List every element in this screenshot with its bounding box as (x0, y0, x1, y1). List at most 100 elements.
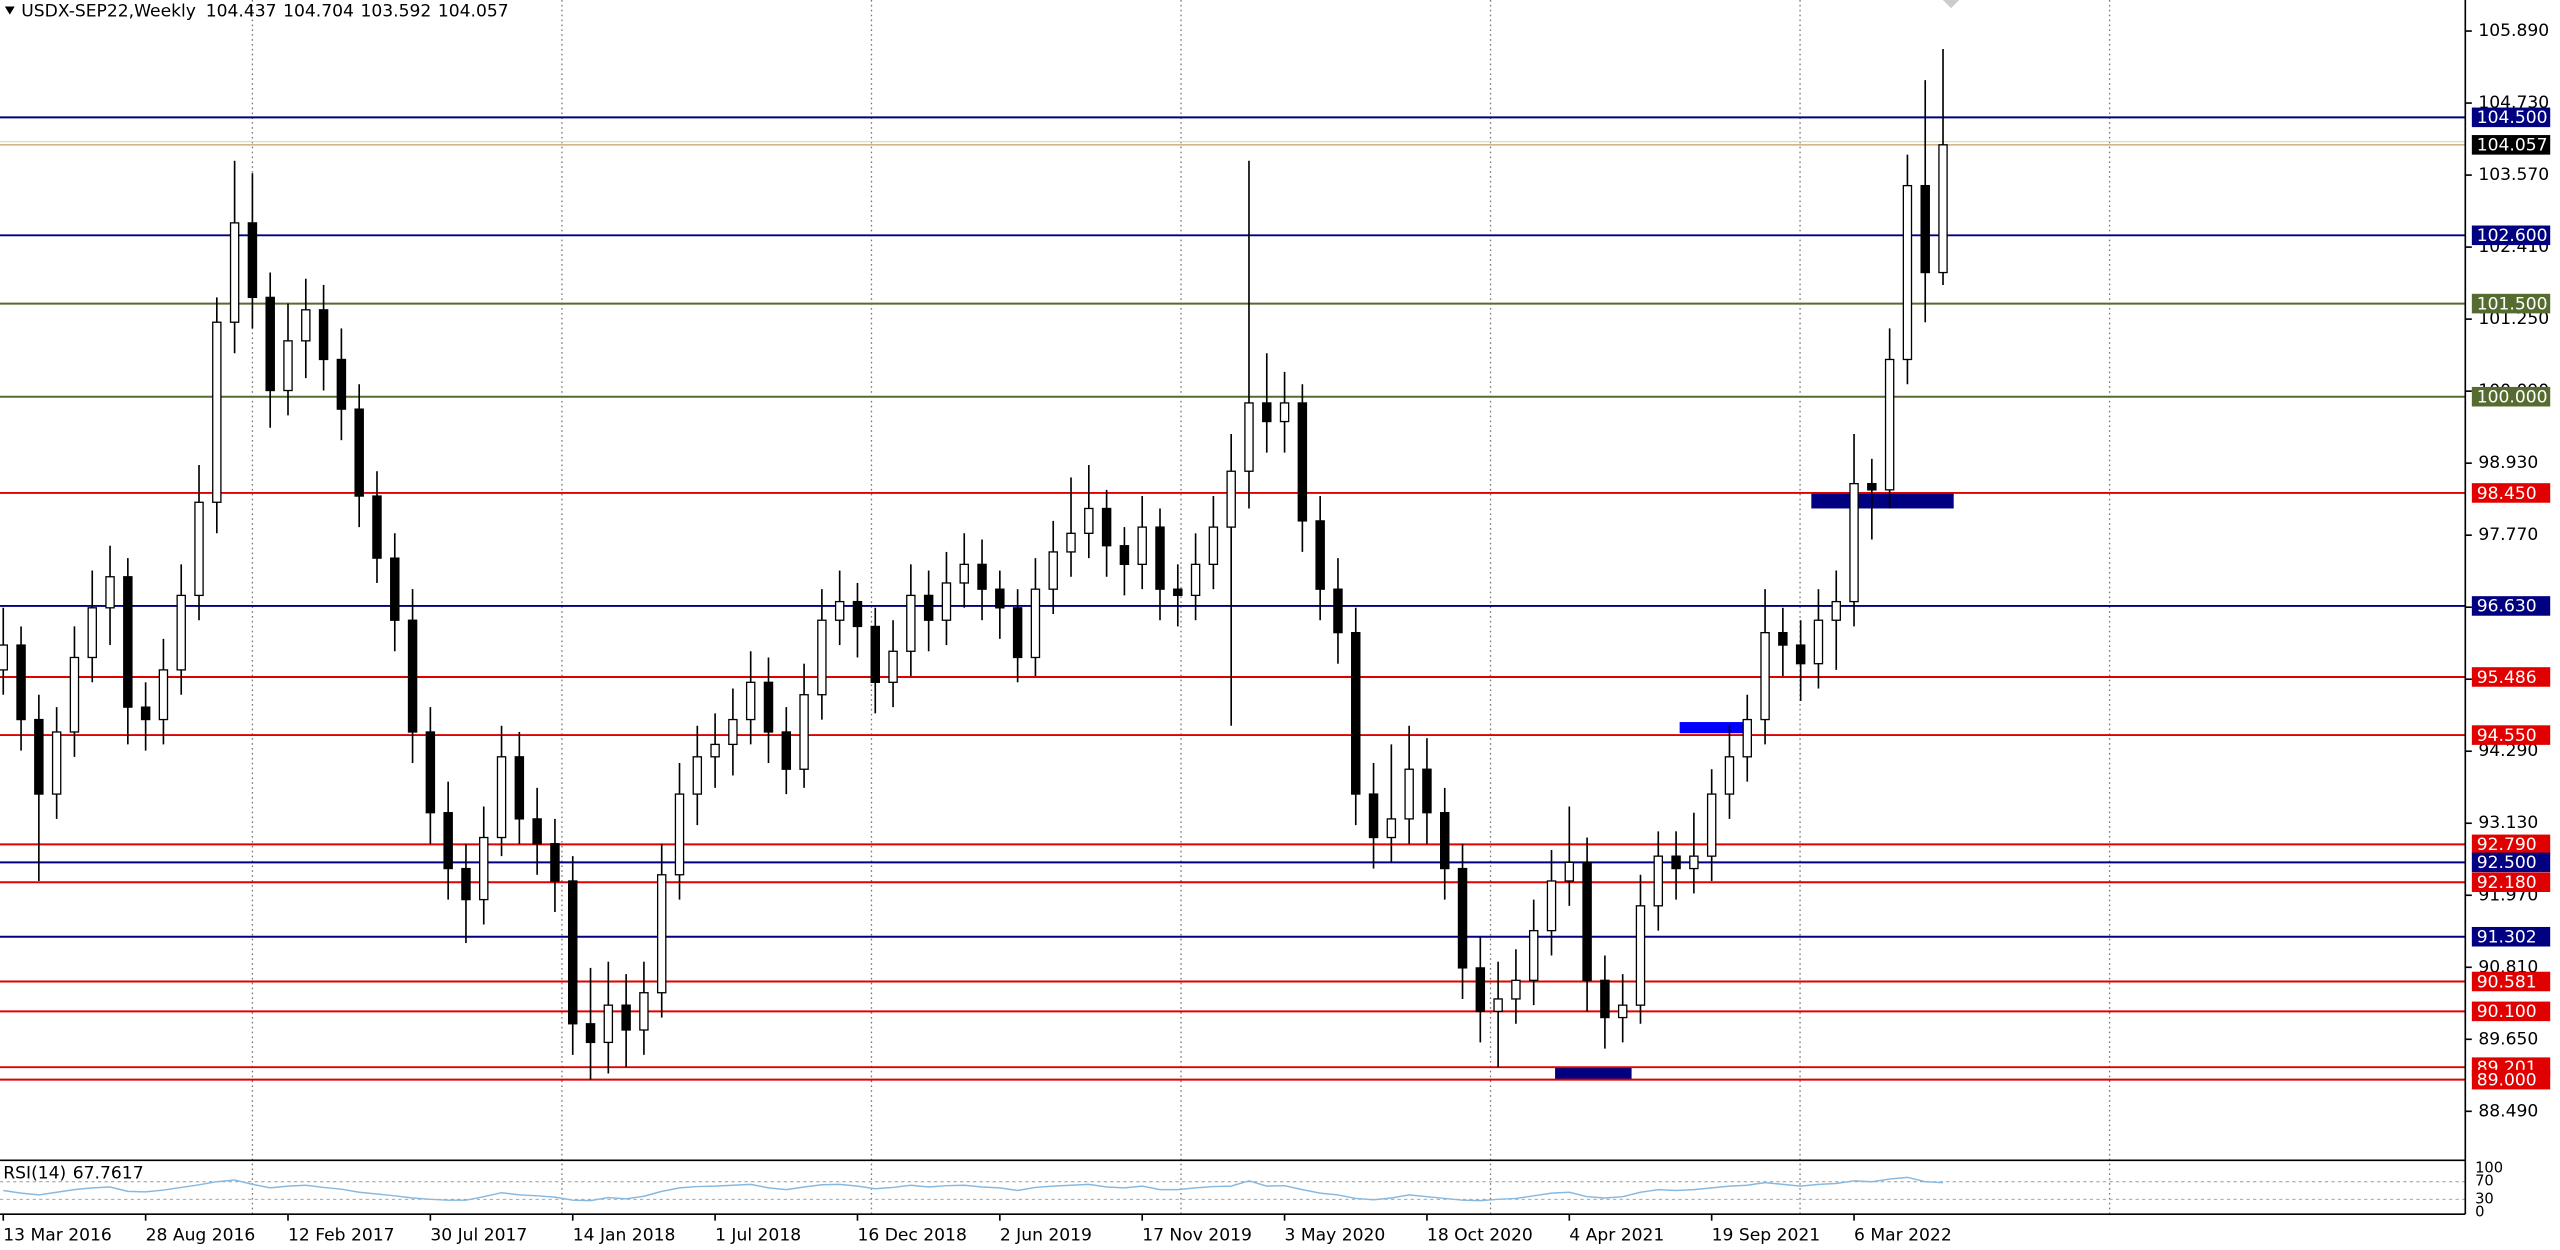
candles (0, 49, 1948, 1080)
candle-body (1867, 482, 1877, 491)
x-tick-label: 14 Jan 2018 (573, 1225, 676, 1245)
candle-body (318, 309, 329, 361)
candle-body (1262, 402, 1272, 423)
level-label: 100.000 (2477, 388, 2548, 408)
candle-body (1831, 600, 1841, 621)
y-tick-label: 98.930 (2478, 453, 2538, 473)
level-label: 101.500 (2477, 294, 2548, 314)
y-tick-label: 105.890 (2478, 21, 2549, 41)
rsi-header: RSI(14) 67.7617 (3, 1163, 143, 1183)
candle-body (443, 812, 453, 870)
candle-body (140, 706, 151, 721)
rsi-value: 67.7617 (73, 1163, 144, 1183)
candle-body (496, 756, 507, 839)
level-label: 89.000 (2477, 1070, 2537, 1090)
candle-body (51, 731, 62, 795)
candle-body (1244, 402, 1254, 472)
level-label: 90.100 (2477, 1002, 2537, 1022)
candle-body (1653, 855, 1664, 907)
level-label: 90.581 (2477, 972, 2537, 992)
candle-body (941, 582, 952, 621)
level-label: 102.600 (2477, 226, 2548, 246)
x-tick-label: 12 Feb 2017 (288, 1225, 395, 1245)
candle-body (176, 594, 186, 671)
zone (1679, 722, 1751, 734)
candle-body (656, 874, 667, 994)
candle-body (1795, 644, 1806, 665)
candle-body (585, 1023, 596, 1044)
price-label: 104.057 (2477, 136, 2548, 156)
y-tick-label: 88.490 (2478, 1101, 2538, 1121)
candle-body (301, 309, 311, 342)
candle-body (532, 818, 542, 845)
level-label-box (2471, 852, 2551, 873)
high: 104.704 (283, 1, 354, 21)
candle-body (1902, 184, 1913, 361)
candle-body (479, 836, 489, 901)
candle-body (1564, 861, 1575, 882)
header: USDX-SEP22,Weekly 104.437 104.704 103.592 10… (21, 1, 508, 21)
level-label-box (2471, 107, 2551, 128)
candle-body (674, 793, 685, 876)
level-label-box (2471, 386, 2551, 407)
level-label-box (2471, 926, 2551, 947)
y-tick-label: 97.770 (2478, 525, 2538, 545)
candle-body (1386, 818, 1397, 839)
x-tick-label: 3 May 2020 (1285, 1225, 1386, 1245)
candle-body (567, 880, 578, 1025)
x-tick-label: 19 Sep 2021 (1712, 1225, 1821, 1245)
candle-body (1440, 812, 1450, 870)
candle-body (817, 619, 827, 696)
candle-body (1404, 768, 1414, 820)
candle-body (212, 321, 222, 503)
candle-body (123, 576, 133, 708)
candle-body (34, 718, 44, 795)
candle-body (265, 296, 275, 392)
candle-body (763, 681, 774, 733)
candle-body (1297, 402, 1308, 522)
level-label-box (2471, 596, 2551, 616)
candle-body (390, 557, 400, 621)
candle-body (834, 600, 845, 621)
rsi-line (3, 1176, 1944, 1202)
rsi-tick-label: 100 (2475, 1160, 2503, 1177)
candle-body (354, 408, 364, 497)
candle-body (1422, 768, 1432, 814)
level-label: 94.550 (2477, 726, 2537, 746)
candle-body (1724, 756, 1735, 795)
scroll-marker (1942, 0, 1960, 9)
candle-body (745, 681, 756, 721)
candle-body (16, 644, 26, 721)
candle-body (728, 718, 738, 746)
grid (251, 0, 2111, 1215)
candle-body (1030, 588, 1041, 659)
candle-body (1208, 526, 1219, 566)
candle-body (407, 619, 418, 733)
candle-body (1528, 929, 1539, 981)
candle-body (1920, 184, 1930, 274)
price-label-box (2471, 135, 2551, 155)
zones (1555, 492, 1954, 1080)
rsi-name: RSI(14) (3, 1163, 66, 1183)
level-label-box (2471, 1001, 2551, 1022)
low: 103.592 (360, 1, 431, 21)
candle-body (923, 594, 934, 621)
candle-body (1226, 470, 1236, 528)
candle-body (158, 669, 169, 721)
candle-body (1351, 631, 1361, 795)
symbol: USDX-SEP22,Weekly (21, 1, 196, 21)
candle-body (1457, 867, 1468, 969)
level-label: 95.486 (2477, 668, 2537, 688)
close: 104.057 (438, 1, 509, 21)
candle-body (1511, 979, 1521, 1000)
x-tick-label: 28 Aug 2016 (146, 1225, 256, 1245)
candle-body (1617, 1004, 1628, 1019)
candle-body (336, 358, 347, 410)
candle-body (1475, 967, 1486, 1013)
candle-body (639, 992, 649, 1031)
candle-body (621, 1004, 631, 1031)
candle-body (1048, 551, 1058, 590)
